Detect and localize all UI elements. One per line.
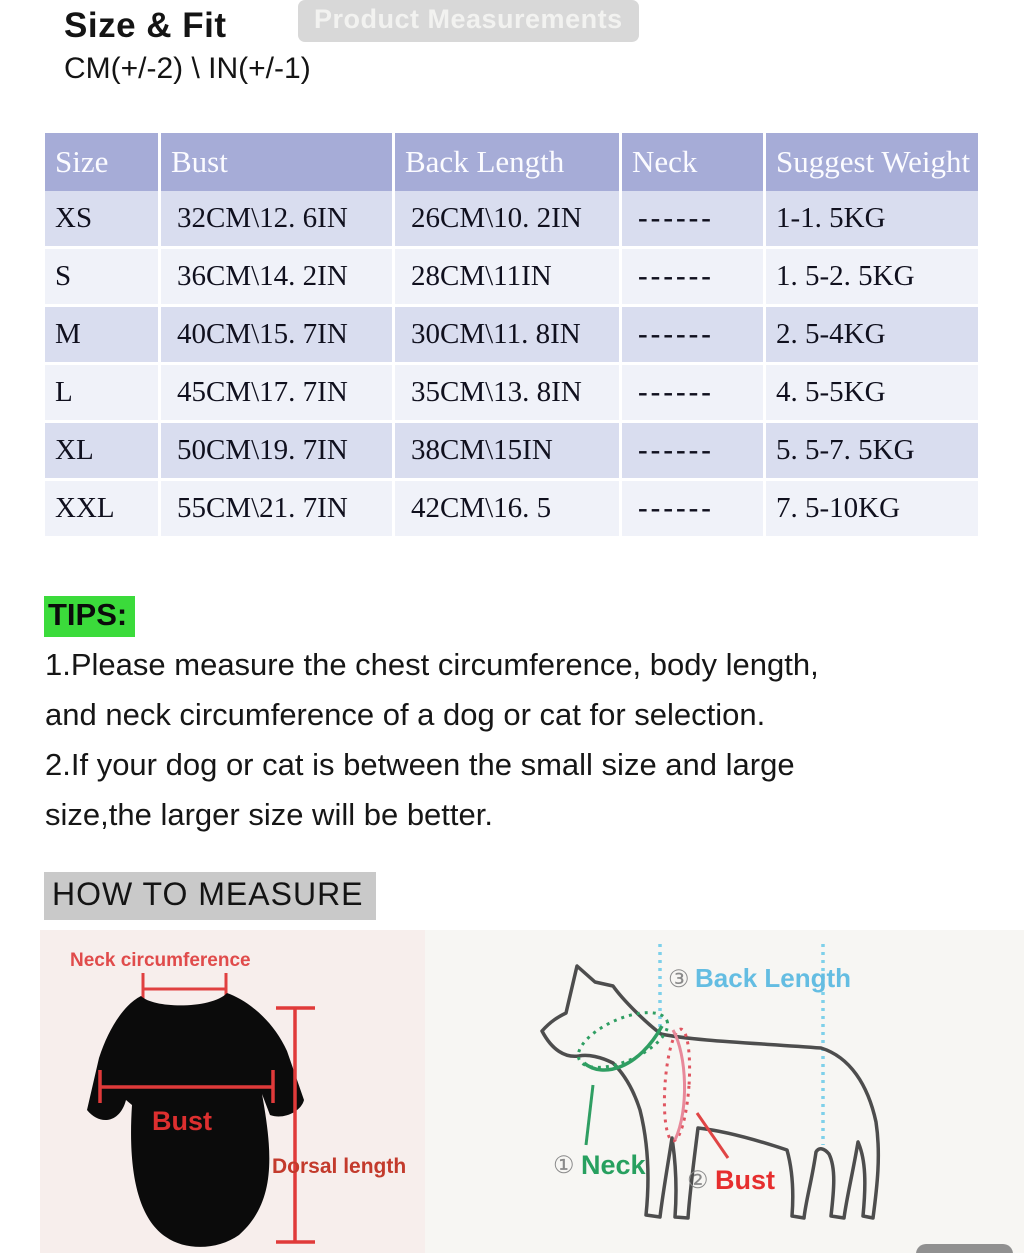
cell-weight: 1. 5-2. 5KG [766,249,978,304]
cell-back: 42CM\16. 5 [395,481,619,536]
tip-line-3: 2.If your dog or cat is between the smal… [45,747,795,782]
cell-neck: ------ [622,307,763,362]
cell-back: 30CM\11. 8IN [395,307,619,362]
cell-bust: 50CM\19. 7IN [161,423,392,478]
cell-back: 28CM\11IN [395,249,619,304]
dog-bust-label: Bust [715,1165,775,1195]
cell-bust: 32CM\12. 6IN [161,191,392,246]
neck-circumference-label: Neck circumference [70,950,251,971]
dog-back-length-label: Back Length [695,963,851,993]
dog-neck-label: Neck [581,1150,647,1180]
bust-chest-ellipse [662,1027,692,1143]
cell-bust: 55CM\21. 7IN [161,481,392,536]
how-to-measure-heading: HOW TO MEASURE [44,872,376,920]
cell-bust: 45CM\17. 7IN [161,365,392,420]
neck-collar-ellipse [576,1011,670,1072]
cell-size: M [45,307,158,362]
tolerance-note: CM(+/-2) \ IN(+/-1) [64,52,311,85]
cell-size: S [45,249,158,304]
neck-pointer-line [584,1084,595,1146]
cell-weight: 7. 5-10KG [766,481,978,536]
shirt-diagram: Neck circumference Bust [40,930,425,1253]
bottom-cutoff-button[interactable] [916,1244,1013,1253]
cell-neck: ------ [622,191,763,246]
dog-diagram: ③ Back Length ① Neck ② Bust [425,930,1024,1253]
cell-size: L [45,365,158,420]
tips-heading: TIPS: [44,596,136,637]
bust-measure-line [98,1070,275,1103]
dorsal-measure-line [276,1006,315,1244]
cell-weight: 5. 5-7. 5KG [766,423,978,478]
product-measurements-button[interactable]: Product Measurements [298,0,639,42]
tshirt-silhouette [87,993,304,1247]
cell-back: 26CM\10. 2IN [395,191,619,246]
cell-back: 35CM\13. 8IN [395,365,619,420]
cell-weight: 2. 5-4KG [766,307,978,362]
cell-weight: 1-1. 5KG [766,191,978,246]
cell-size: XXL [45,481,158,536]
measure-diagrams: Neck circumference Bust [40,930,1024,1253]
cell-neck: ------ [622,423,763,478]
circled-2-icon: ② [687,1167,709,1194]
back-length-guides [658,944,825,1145]
cell-back: 38CM\15IN [395,423,619,478]
tip-line-2: and neck circumference of a dog or cat f… [45,697,766,732]
dog-diagram-svg: ③ Back Length ① Neck ② Bust [540,944,881,1220]
dorsal-length-label: Dorsal length [272,1155,406,1178]
cell-size: XS [45,191,158,246]
cell-weight: 4. 5-5KG [766,365,978,420]
tip-line-4: size,the larger size will be better. [45,797,493,832]
dog-outline [540,964,881,1220]
cell-size: XL [45,423,158,478]
tip-line-1: 1.Please measure the chest circumference… [45,647,819,682]
bust-pointer-line [695,1112,730,1159]
cell-neck: ------ [622,249,763,304]
page-title: Size & Fit [64,6,227,45]
shirt-diagram-svg: Neck circumference Bust [70,950,406,1247]
shirt-bust-label: Bust [152,1106,212,1136]
cell-neck: ------ [622,365,763,420]
cell-neck: ------ [622,481,763,536]
tips-text: 1.Please measure the chest circumference… [45,640,1005,840]
size-chart-table: Size Bust Back Length Neck Suggest Weigh… [45,133,978,536]
cell-bust: 36CM\14. 2IN [161,249,392,304]
cell-bust: 40CM\15. 7IN [161,307,392,362]
circled-1-icon: ① [553,1152,575,1179]
circled-3-icon: ③ [668,966,690,993]
